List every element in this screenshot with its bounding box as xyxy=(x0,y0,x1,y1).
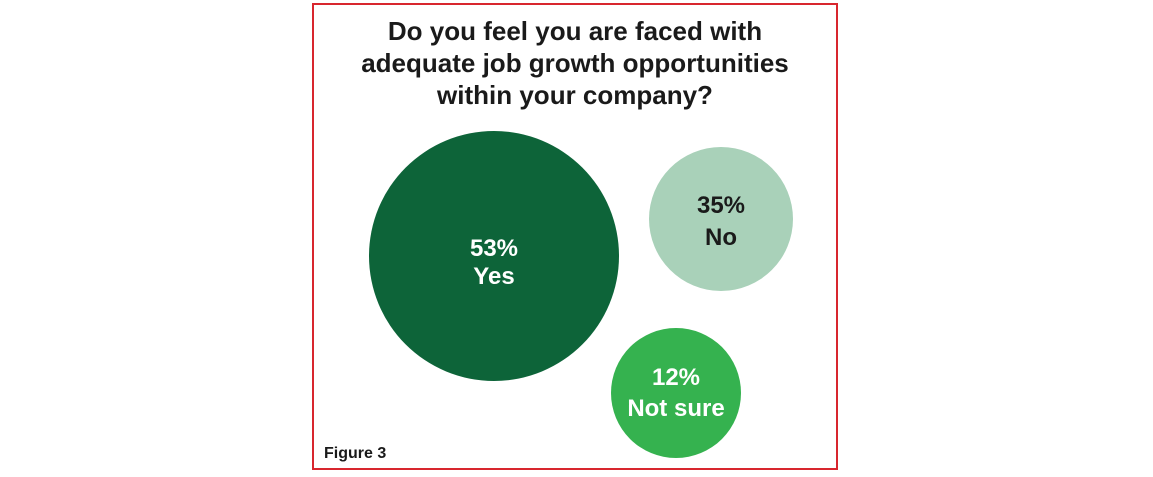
bubble-not-sure-circle xyxy=(611,328,741,458)
chart-title-line: adequate job growth opportunities xyxy=(361,48,789,78)
bubble-yes-circle xyxy=(369,131,619,381)
chart-title: Do you feel you are faced with adequate … xyxy=(314,15,836,111)
bubble-chart: 53% Yes 35% No 12% Not sure xyxy=(369,131,793,458)
bubble-no-label: No xyxy=(705,224,737,251)
bubble-no-value: 35% xyxy=(697,192,745,219)
bubble-yes-label: Yes xyxy=(473,263,514,290)
bubble-not-sure-label: Not sure xyxy=(627,395,724,422)
chart-title-line: Do you feel you are faced with xyxy=(387,16,763,46)
bubble-not-sure-value: 12% xyxy=(652,364,700,391)
chart-title-line: within your company? xyxy=(437,80,713,110)
bubble-yes: 53% Yes xyxy=(369,131,619,381)
bubble-yes-value: 53% xyxy=(470,235,518,262)
bubble-not-sure: 12% Not sure xyxy=(611,328,741,458)
figure-label: Figure 3 xyxy=(324,445,387,462)
bubble-no-circle xyxy=(649,147,793,291)
figure-frame: Do you feel you are faced with adequate … xyxy=(312,3,838,470)
bubble-no: 35% No xyxy=(649,147,793,291)
